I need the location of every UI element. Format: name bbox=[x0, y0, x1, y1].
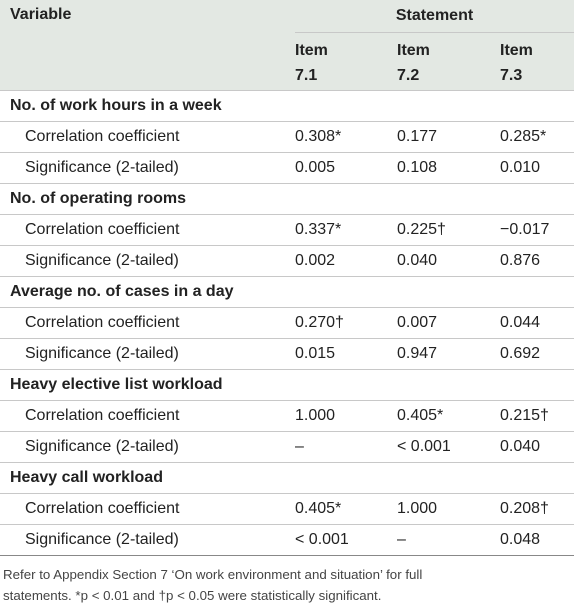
item-header: Item 7.1 bbox=[295, 32, 397, 91]
cell-value: 0.215† bbox=[500, 400, 574, 432]
row-label: Significance (2-tailed) bbox=[0, 338, 295, 370]
data-row: Correlation coefficient 0.308* 0.177 0.285* bbox=[0, 121, 574, 153]
row-label: Correlation coefficient bbox=[0, 307, 295, 339]
data-row: Correlation coefficient 0.337* 0.225† −0.01… bbox=[0, 214, 574, 246]
group-title: Heavy call workload bbox=[0, 462, 574, 494]
cell-value: 1.000 bbox=[397, 493, 500, 525]
row-label: Correlation coefficient bbox=[0, 214, 295, 246]
cell-value: 0.947 bbox=[397, 338, 500, 370]
item-header: Item 7.2 bbox=[397, 32, 500, 91]
item-header-line: 7.2 bbox=[397, 67, 420, 84]
cell-value: −0.017 bbox=[500, 214, 574, 246]
cell-value: 0.108 bbox=[397, 152, 500, 184]
cell-value: 0.044 bbox=[500, 307, 574, 339]
table: Variable Statement Item 7.1 Item 7.2 Item 7.3… bbox=[0, 0, 574, 556]
group-title: No. of work hours in a week bbox=[0, 90, 574, 122]
cell-value: 0.876 bbox=[500, 245, 574, 277]
item-header-line: 7.3 bbox=[500, 67, 523, 84]
cell-value: 0.177 bbox=[397, 121, 500, 153]
item-header-line: Item bbox=[500, 42, 533, 59]
row-label: Correlation coefficient bbox=[0, 121, 295, 153]
item-header: Item 7.3 bbox=[500, 32, 574, 91]
data-row: Significance (2-tailed) – < 0.001 0.040 bbox=[0, 431, 574, 463]
cell-value: 0.007 bbox=[397, 307, 500, 339]
cell-value: 1.000 bbox=[295, 400, 397, 432]
cell-value: 0.010 bbox=[500, 152, 574, 184]
cell-value: 0.015 bbox=[295, 338, 397, 370]
row-label: Significance (2-tailed) bbox=[0, 524, 295, 556]
cell-value: – bbox=[397, 524, 500, 556]
data-row: Significance (2-tailed) 0.015 0.947 0.692 bbox=[0, 338, 574, 370]
group-title: Heavy elective list workload bbox=[0, 369, 574, 401]
cell-value: 0.337* bbox=[295, 214, 397, 246]
row-label: Significance (2-tailed) bbox=[0, 152, 295, 184]
cell-value: 0.040 bbox=[397, 245, 500, 277]
cell-value: – bbox=[295, 431, 397, 463]
item-header-line: Item bbox=[295, 42, 328, 59]
group-row: No. of operating rooms bbox=[0, 183, 574, 215]
data-row: Significance (2-tailed) < 0.001–0.048 bbox=[0, 524, 574, 556]
cell-value: 0.208† bbox=[500, 493, 574, 525]
data-row: Significance (2-tailed) 0.005 0.108 0.010 bbox=[0, 152, 574, 184]
row-label: Correlation coefficient bbox=[0, 400, 295, 432]
data-row: Correlation coefficient 0.270† 0.007 0.044 bbox=[0, 307, 574, 339]
header-variable: Variable bbox=[0, 0, 295, 91]
item-header-line: Item bbox=[397, 42, 430, 59]
cell-value: 0.405* bbox=[295, 493, 397, 525]
group-title: No. of operating rooms bbox=[0, 183, 574, 215]
row-label: Correlation coefficient bbox=[0, 493, 295, 525]
cell-value: < 0.001 bbox=[295, 524, 397, 556]
row-label: Significance (2-tailed) bbox=[0, 245, 295, 277]
cell-value: 0.692 bbox=[500, 338, 574, 370]
footnote: Refer to Appendix Section 7 ‘On work env… bbox=[0, 556, 574, 606]
cell-value: 0.002 bbox=[295, 245, 397, 277]
cell-value: 0.405* bbox=[397, 400, 500, 432]
group-title: Average no. of cases in a day bbox=[0, 276, 574, 308]
cell-value: 0.048 bbox=[500, 524, 574, 556]
header-statement: Statement bbox=[295, 0, 574, 33]
row-label: Significance (2-tailed) bbox=[0, 431, 295, 463]
cell-value: 0.225† bbox=[397, 214, 500, 246]
group-row: Average no. of cases in a day bbox=[0, 276, 574, 308]
group-row: Heavy elective list workload bbox=[0, 369, 574, 401]
cell-value: 0.040 bbox=[500, 431, 574, 463]
item-header-line: 7.1 bbox=[295, 67, 318, 84]
cell-value: 0.005 bbox=[295, 152, 397, 184]
group-row: Heavy call workload bbox=[0, 462, 574, 494]
cell-value: < 0.001 bbox=[397, 431, 500, 463]
data-row: Correlation coefficient 0.405* 1.000 0.208† bbox=[0, 493, 574, 525]
cell-value: 0.285* bbox=[500, 121, 574, 153]
data-row: Significance (2-tailed) 0.002 0.040 0.876 bbox=[0, 245, 574, 277]
cell-value: 0.308* bbox=[295, 121, 397, 153]
footnote-line: Refer to Appendix Section 7 ‘On work env… bbox=[3, 567, 423, 582]
data-row: Correlation coefficient 1.000 0.405* 0.215† bbox=[0, 400, 574, 432]
group-row: No. of work hours in a week bbox=[0, 90, 574, 122]
cell-value: 0.270† bbox=[295, 307, 397, 339]
